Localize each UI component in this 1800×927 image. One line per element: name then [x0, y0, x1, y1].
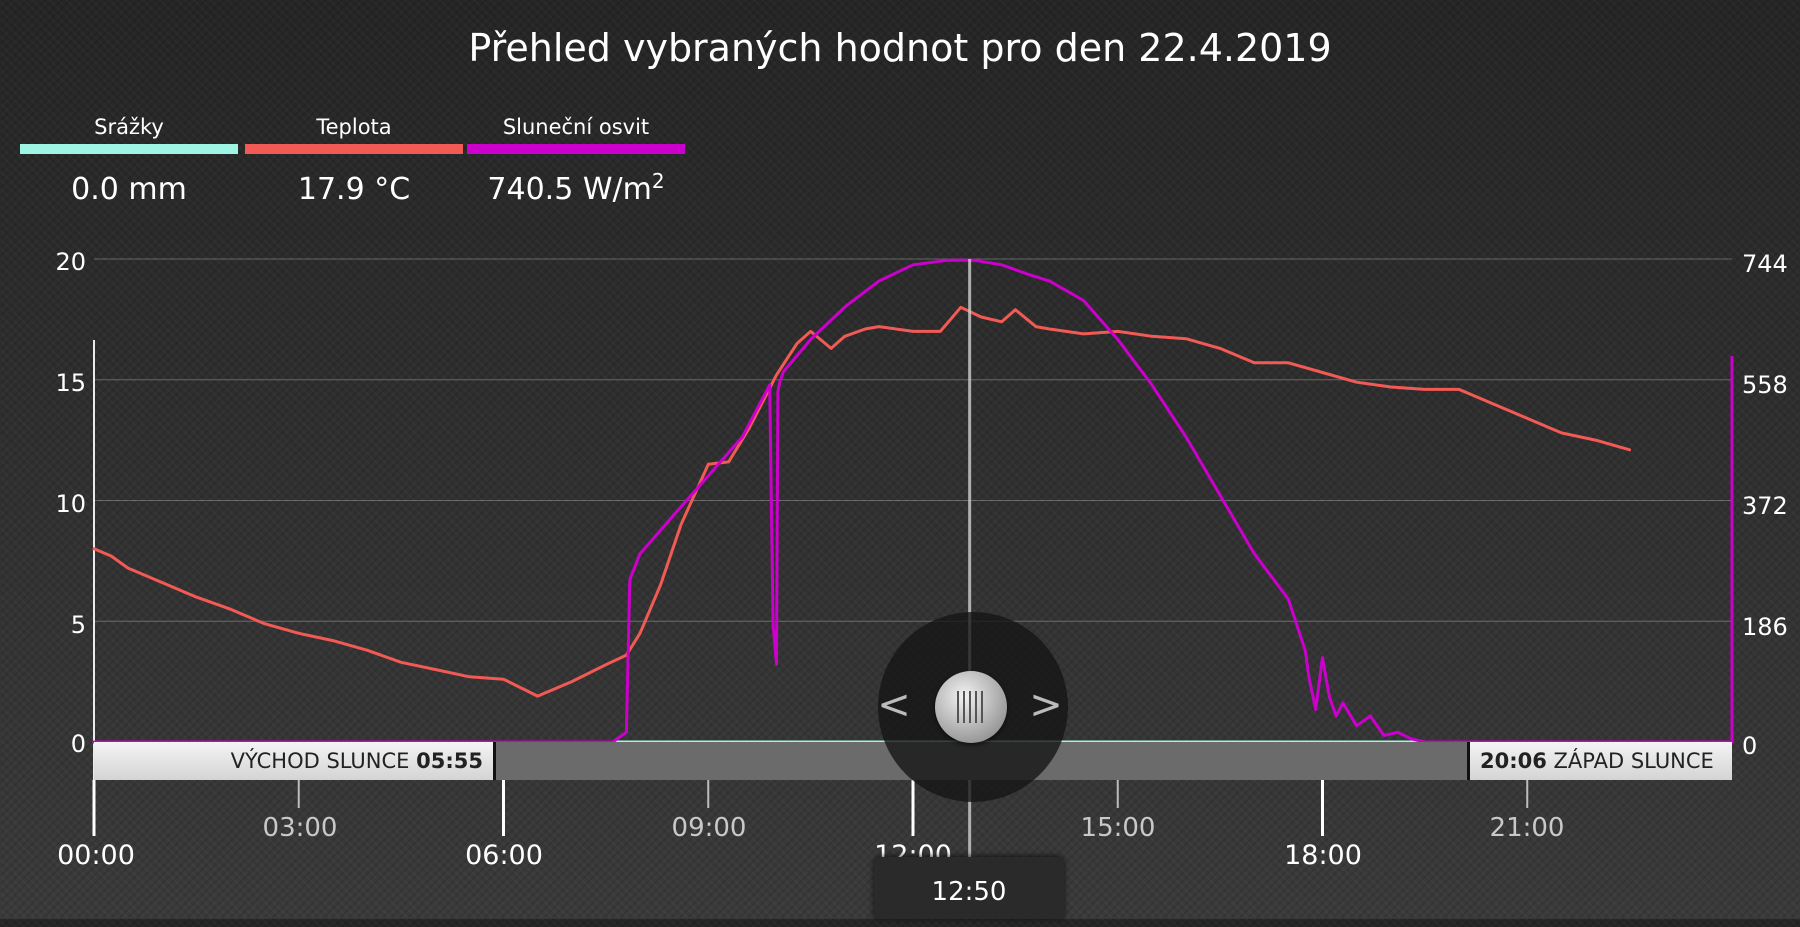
sunrise-label: VÝCHOD SLUNCE: [230, 749, 410, 773]
sunrise-segment: VÝCHOD SLUNCE 05:55: [94, 742, 496, 780]
sunrise-time: 05:55: [416, 749, 483, 773]
x-tick-label: 15:00: [1080, 813, 1156, 843]
x-tick-label: 21:00: [1489, 813, 1565, 843]
x-tick-label: 18:00: [1284, 840, 1362, 871]
legend-swatch: [467, 144, 685, 154]
legend-label: Teplota: [316, 115, 392, 139]
series-line: [92, 258, 1734, 744]
next-time-button[interactable]: >: [1029, 682, 1063, 728]
y-right-tick-label: 372: [1742, 492, 1788, 520]
y-left-tick-label: 5: [70, 611, 86, 639]
y-left-tick-label: 20: [55, 248, 86, 276]
legend-value: 17.9 °C: [297, 172, 411, 207]
legend-item-srazky[interactable]: Srážky 0.0 mm: [20, 112, 238, 207]
y-left-tick-label: 0: [70, 730, 86, 758]
x-tick-label: 03:00: [262, 813, 338, 843]
sunset-label: ZÁPAD SLUNCE: [1553, 749, 1714, 773]
sunset-segment: 20:06 ZÁPAD SLUNCE: [1467, 742, 1732, 780]
legend-value: 740.5 W/m2: [487, 169, 665, 207]
legend-label: Srážky: [94, 115, 164, 139]
x-tick-label: 00:00: [57, 840, 135, 871]
legend-label: Sluneční osvit: [502, 115, 650, 139]
series-line: [92, 305, 1632, 698]
legend-value: 0.0 mm: [71, 172, 187, 207]
x-tick-label: 09:00: [671, 813, 747, 843]
sunset-time: 20:06: [1480, 749, 1547, 773]
y-right-tick-label: 0: [1742, 732, 1758, 760]
grip-icon: [957, 691, 985, 723]
time-slider-handle[interactable]: [935, 671, 1007, 743]
legend-swatch: [245, 144, 463, 154]
legend-item-slunecni-osvit[interactable]: Sluneční osvit 740.5 W/m2: [467, 112, 685, 207]
prev-time-button[interactable]: <: [877, 682, 911, 728]
y-right-tick-label: 558: [1742, 371, 1788, 399]
x-tick-label: 06:00: [465, 840, 543, 871]
y-right-tick-label: 744: [1742, 250, 1788, 278]
y-left-tick-label: 15: [55, 369, 86, 397]
chart-title: Přehled vybraných hodnot pro den 22.4.20…: [468, 26, 1332, 70]
current-time-display: 12:50: [874, 857, 1064, 919]
y-right-tick-label: 186: [1742, 613, 1788, 641]
legend-swatch: [20, 144, 238, 154]
y-left-tick-label: 10: [55, 490, 86, 518]
legend-item-teplota[interactable]: Teplota 17.9 °C: [245, 112, 463, 207]
